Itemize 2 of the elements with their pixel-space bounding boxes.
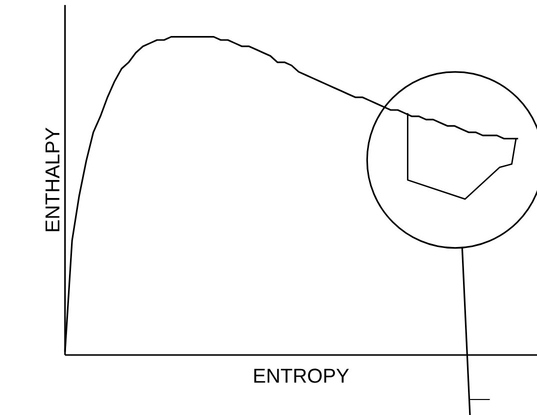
x-axis-title: ENTROPY	[254, 368, 349, 383]
y-axis-title: ENTHALPY	[46, 128, 60, 232]
